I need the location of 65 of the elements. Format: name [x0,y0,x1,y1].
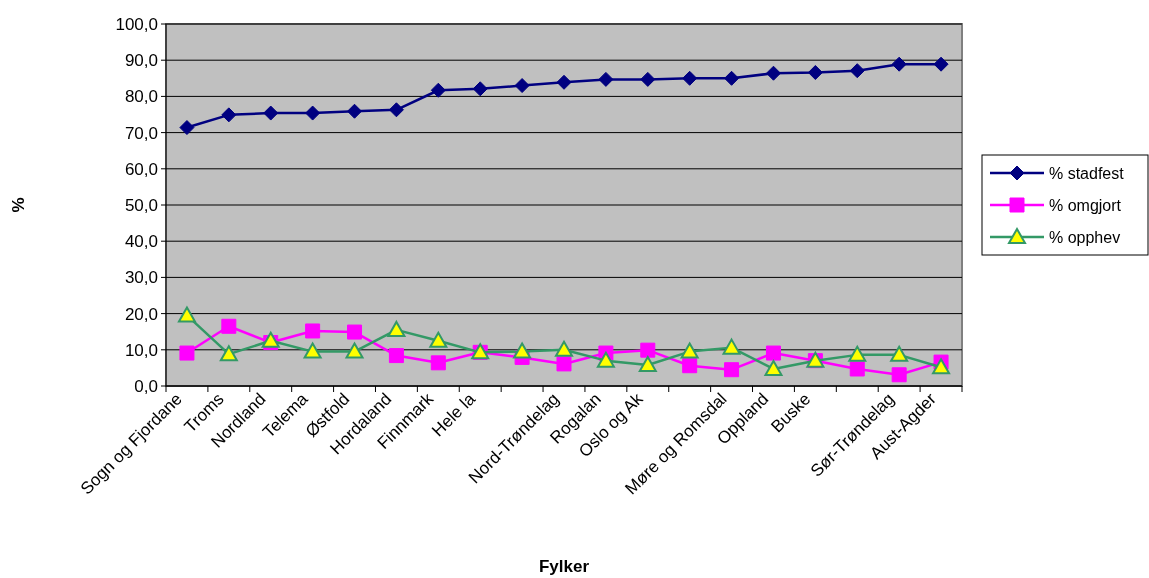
point [682,70,698,86]
point [849,361,865,377]
point [263,105,279,121]
y-tick-label: 50,0 [124,195,158,215]
point [680,342,699,359]
point [765,345,781,361]
point [765,65,781,81]
y-tick-label: 80,0 [124,87,158,107]
y-tick-label: 100,0 [115,14,158,34]
point [598,71,614,87]
point [556,356,572,372]
point [890,345,909,362]
x-axis-title: Fylker [538,557,590,576]
point [932,358,951,375]
point [219,345,238,362]
point [513,342,532,359]
point [764,359,783,376]
point [179,120,195,136]
y-tick-label: 40,0 [124,232,158,252]
point [555,340,573,357]
y-tick-label: 0,0 [134,376,158,396]
point [345,342,364,359]
point [305,323,321,339]
legend-label: % opphev [1049,228,1121,246]
point [347,103,363,119]
legend-label: % omgjort [1049,196,1122,214]
point [387,320,406,337]
y-tick-label: 70,0 [124,123,158,143]
point [221,107,237,123]
point [179,345,195,361]
y-tick-label: 60,0 [124,159,158,179]
point [305,105,321,121]
point [724,70,740,86]
point [303,342,322,359]
y-tick-label: 30,0 [124,268,158,288]
point [261,331,280,348]
point [388,102,404,118]
point [640,71,656,87]
point [472,81,488,97]
point [682,358,698,374]
point [933,56,949,72]
point [347,324,363,340]
point [388,348,404,364]
y-tick-label: 90,0 [124,51,158,71]
point [849,63,865,79]
point [430,82,446,98]
point [430,355,446,371]
y-tick-label: 20,0 [124,304,158,324]
point [221,318,237,334]
point [640,342,656,358]
point [724,362,740,378]
point [848,345,867,362]
point [722,338,741,355]
y-axis-title: % [9,197,28,213]
point [177,306,196,323]
point [556,74,572,90]
point [429,331,448,348]
point [891,367,907,383]
legend-label: % stadfest [1049,164,1125,182]
point [807,65,823,81]
point [514,78,530,94]
point [596,351,615,368]
point [891,56,907,72]
point [638,356,657,372]
y-tick-label: 10,0 [124,340,158,360]
